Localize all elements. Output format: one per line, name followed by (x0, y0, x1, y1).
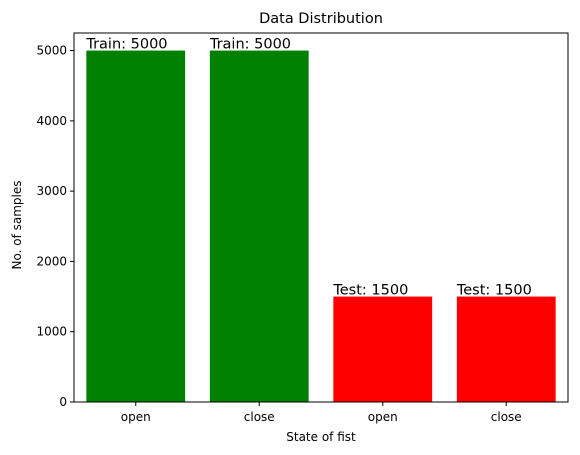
data-label: Test: 1500 (332, 283, 408, 299)
chart-title: Data Distribution (259, 11, 383, 27)
y-tick-label: 5000 (36, 44, 67, 58)
axes-frame (73, 32, 569, 403)
y-tick-label: 1000 (36, 325, 67, 339)
y-tick-label: 2000 (36, 254, 67, 268)
x-tick-label: close (244, 410, 275, 424)
y-tick-label: 0 (59, 395, 67, 409)
bar (333, 296, 433, 402)
bar (86, 50, 186, 402)
plot-area: Train: 5000 open Train: 5000 close Test: 150… (36, 32, 569, 424)
bar (456, 296, 556, 402)
data-label: Train: 5000 (85, 37, 167, 53)
x-tick-label: open (121, 410, 151, 424)
y-axis-label: No. of samples (10, 181, 24, 270)
y-tick-label: 3000 (36, 184, 67, 198)
data-label: Test: 1500 (456, 283, 532, 299)
bar (209, 50, 309, 402)
x-tick-label: close (491, 410, 522, 424)
x-axis-label: State of fist (286, 430, 356, 444)
data-label: Train: 5000 (209, 37, 291, 53)
y-tick-label: 4000 (36, 114, 67, 128)
x-tick-label: open (368, 410, 398, 424)
